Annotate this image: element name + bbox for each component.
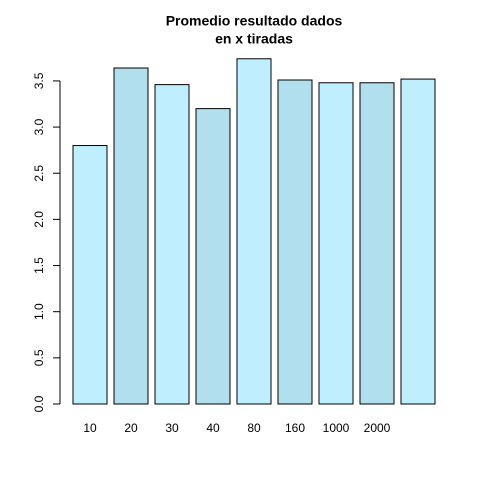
bar (113, 67, 149, 405)
y-tick-label: 2.5 (32, 165, 46, 182)
x-tick-label: 40 (206, 421, 220, 435)
x-tick-label: 20 (124, 421, 138, 435)
y-tick-label: 3.0 (32, 118, 46, 135)
y-tick-label: 3.5 (32, 72, 46, 89)
x-tick-label: 30 (165, 421, 179, 435)
bar (72, 145, 108, 405)
x-tick-label: 2000 (364, 421, 391, 435)
y-tick-label: 1.0 (32, 303, 46, 320)
chart-title: Promedio resultado dados (166, 13, 343, 29)
y-tick-label: 1.5 (32, 257, 46, 274)
bar (318, 82, 354, 405)
y-tick-label: 0.0 (32, 395, 46, 412)
bar (400, 78, 436, 405)
chart-title: en x tiradas (215, 31, 293, 47)
x-tick-label: 160 (285, 421, 305, 435)
bar (236, 58, 272, 405)
x-tick-label: 1000 (323, 421, 350, 435)
bar (154, 84, 190, 405)
x-tick-label: 10 (83, 421, 97, 435)
bar (359, 82, 395, 405)
bar (195, 108, 231, 405)
y-tick-label: 2.0 (32, 211, 46, 228)
bar (277, 79, 313, 405)
y-tick-label: 0.5 (32, 349, 46, 366)
x-tick-label: 80 (247, 421, 261, 435)
